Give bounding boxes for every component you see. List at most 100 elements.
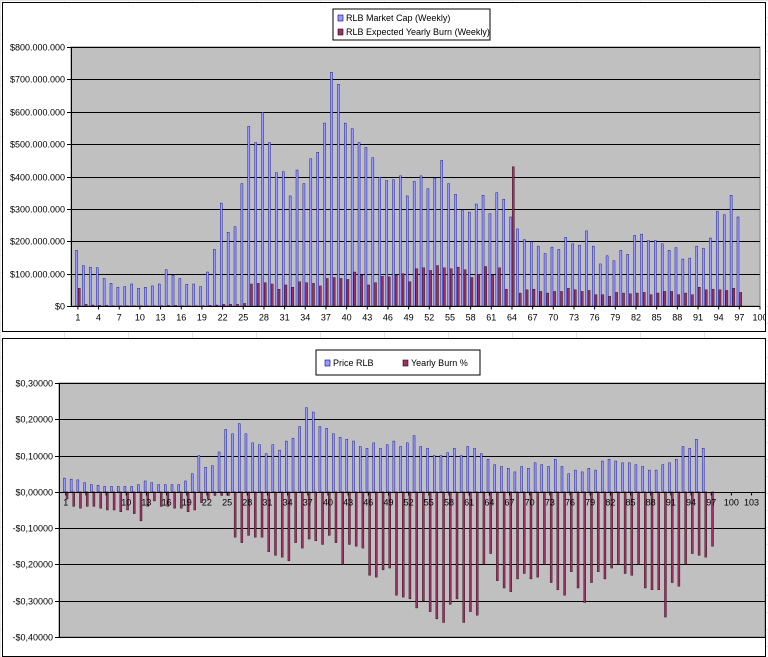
bottom-bar-s1[interactable] [399,446,402,493]
top-bar-s1[interactable] [385,180,388,307]
top-bar-s1[interactable] [323,122,326,307]
top-bar-s2[interactable] [642,292,646,307]
top-bar-s1[interactable] [557,249,561,307]
bottom-bar-s2[interactable] [112,491,116,511]
top-bar-s1[interactable] [702,248,705,307]
top-bar-s2[interactable] [512,166,515,307]
bottom-bar-s1[interactable] [661,464,665,493]
top-bar-s1[interactable] [530,241,533,307]
top-bar-s1[interactable] [419,175,423,307]
bottom-bar-s2[interactable] [449,491,452,605]
bottom-bar-s2[interactable] [287,491,291,562]
bottom-bar-s1[interactable] [520,466,523,493]
bottom-bar-s1[interactable] [628,462,631,493]
top-bar-s1[interactable] [378,176,381,307]
bottom-bar-s1[interactable] [224,429,227,493]
bottom-bar-s1[interactable] [567,473,570,493]
bottom-bar-s2[interactable] [549,491,553,583]
bottom-bar-s1[interactable] [137,484,140,493]
top-bar-s1[interactable] [371,157,375,307]
top-bar-s1[interactable] [344,122,347,307]
bottom-bar-s2[interactable] [240,491,244,543]
bottom-bar-s2[interactable] [354,491,358,547]
top-bar-s2[interactable] [284,284,288,307]
bottom-bar-s2[interactable] [583,491,586,603]
bottom-bar-s1[interactable] [76,479,80,493]
bottom-bar-s2[interactable] [691,491,694,554]
top-bar-s1[interactable] [337,84,340,307]
top-bar-s2[interactable] [698,287,701,307]
top-bar-s2[interactable] [532,288,536,307]
bottom-bar-s2[interactable] [348,491,351,545]
top-bar-s1[interactable] [495,192,499,307]
bottom-bar-s1[interactable] [264,453,268,493]
bottom-bar-s2[interactable] [556,491,560,591]
top-bar-s1[interactable] [158,283,161,307]
top-bar-s2[interactable] [298,281,301,307]
top-bar-s2[interactable] [222,304,226,307]
top-bar-s2[interactable] [401,273,405,307]
bottom-bar-s2[interactable] [650,491,654,591]
top-bar-s2[interactable] [312,283,315,307]
bottom-bar-s2[interactable] [502,491,506,589]
bottom-bar-s2[interactable] [489,491,492,554]
bottom-bar-s2[interactable] [623,491,627,574]
top-bar-s1[interactable] [206,271,209,307]
top-bar-s2[interactable] [567,287,570,307]
top-legend[interactable] [332,8,491,41]
top-bar-s2[interactable] [215,304,219,307]
bottom-bar-s1[interactable] [291,437,295,493]
top-bar-s2[interactable] [553,291,556,307]
top-bar-s1[interactable] [536,245,540,307]
top-bar-s1[interactable] [75,250,78,307]
top-bar-s1[interactable] [254,142,257,307]
bottom-bar-s2[interactable] [462,491,465,623]
top-bar-s2[interactable] [560,291,563,307]
bottom-bar-s2[interactable] [334,491,338,543]
top-bar-s1[interactable] [543,253,547,307]
top-bar-s2[interactable] [360,275,363,307]
top-bar-s2[interactable] [498,267,501,307]
top-bar-s2[interactable] [718,289,722,307]
top-bar-s1[interactable] [426,188,430,307]
top-bar-s1[interactable] [247,126,251,307]
bottom-bar-s1[interactable] [648,469,651,493]
top-bar-s1[interactable] [461,210,464,307]
top-bar-s2[interactable] [725,290,729,307]
top-bar-s1[interactable] [640,233,643,307]
bottom-bar-s1[interactable] [668,462,671,493]
bottom-bar-s1[interactable] [177,484,180,493]
bottom-bar-s1[interactable] [385,444,389,493]
bottom-bar-s1[interactable] [533,462,537,493]
top-bar-s2[interactable] [408,281,412,307]
top-bar-s2[interactable] [704,289,708,307]
bottom-bar-s1[interactable] [278,449,281,493]
top-bar-s1[interactable] [447,183,450,307]
bottom-bar-s2[interactable] [72,491,75,507]
top-bar-s2[interactable] [264,282,267,307]
top-bar-s1[interactable] [137,287,140,307]
bottom-bar-s1[interactable] [123,486,127,493]
top-bar-s2[interactable] [636,292,639,307]
top-bar-s2[interactable] [477,274,481,307]
bottom-bar-s2[interactable] [455,491,459,600]
bottom-bar-s2[interactable] [220,491,223,496]
bottom-bar-s1[interactable] [439,455,443,493]
top-bar-s2[interactable] [353,271,357,307]
bottom-bar-s2[interactable] [415,491,418,609]
bottom-bar-s2[interactable] [428,491,432,612]
bottom-bar-s2[interactable] [267,491,270,552]
top-bar-s2[interactable] [84,304,88,307]
bottom-bar-s2[interactable] [186,491,190,513]
bottom-bar-s1[interactable] [251,442,254,493]
bottom-bar-s1[interactable] [359,446,362,493]
bottom-bar-s2[interactable] [677,491,681,587]
top-bar-s2[interactable] [622,292,625,307]
top-bar-s1[interactable] [240,183,244,307]
bottom-bar-s1[interactable] [580,471,584,493]
bottom-bar-s2[interactable] [233,491,237,538]
top-bar-s1[interactable] [440,160,443,307]
top-bar-s1[interactable] [261,112,264,307]
top-bar-s1[interactable] [523,239,526,307]
bottom-bar-s2[interactable] [657,491,660,591]
